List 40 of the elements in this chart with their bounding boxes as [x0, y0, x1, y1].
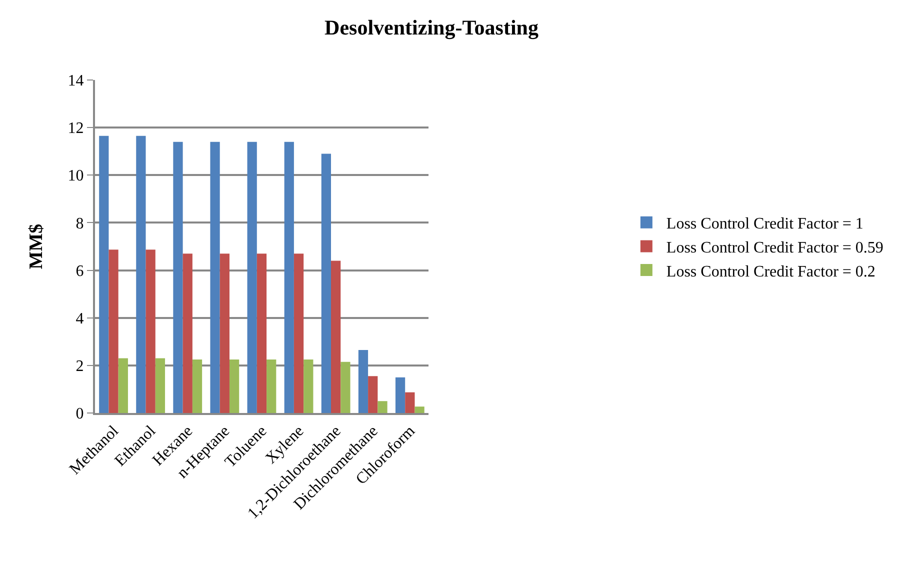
- bar: [210, 142, 220, 413]
- bar: [192, 359, 202, 413]
- bar: [414, 406, 424, 413]
- chart-title: Desolventizing-Toasting: [324, 15, 539, 40]
- bar: [405, 392, 415, 413]
- y-tick-label: 8: [76, 215, 84, 232]
- legend-label: Loss Control Credit Factor = 1: [666, 216, 864, 233]
- y-axis-title: MM$: [26, 224, 48, 270]
- legend-label: Loss Control Credit Factor = 0.2: [666, 263, 876, 280]
- bar: [340, 362, 350, 413]
- bar: [220, 254, 230, 413]
- bar: [108, 250, 118, 413]
- bar: [304, 359, 314, 413]
- bar: [155, 358, 166, 413]
- bar: [99, 136, 109, 413]
- bar: [358, 350, 368, 413]
- bar: [294, 254, 304, 413]
- y-tick-label: 10: [68, 168, 84, 185]
- bar: [368, 376, 378, 413]
- bar: [378, 401, 388, 413]
- bar: [229, 359, 240, 413]
- bar: [331, 260, 341, 413]
- y-tick-label: 0: [76, 406, 84, 423]
- bar: [284, 142, 294, 413]
- y-tick-label: 6: [76, 262, 84, 280]
- bar: [146, 250, 156, 413]
- bar: [118, 358, 128, 413]
- bar: [136, 136, 146, 413]
- bar: [266, 359, 276, 413]
- bar: [395, 377, 406, 413]
- y-tick-label: 14: [68, 72, 84, 90]
- legend-label: Loss Control Credit Factor = 0.59: [666, 239, 884, 256]
- y-tick-label: 2: [76, 358, 84, 376]
- bar: [321, 154, 331, 413]
- bar: [173, 142, 183, 413]
- bar: [256, 254, 267, 413]
- bar: [182, 254, 192, 413]
- y-tick-label: 4: [76, 310, 84, 328]
- bar: [247, 142, 257, 413]
- y-tick-label: 12: [68, 120, 84, 138]
